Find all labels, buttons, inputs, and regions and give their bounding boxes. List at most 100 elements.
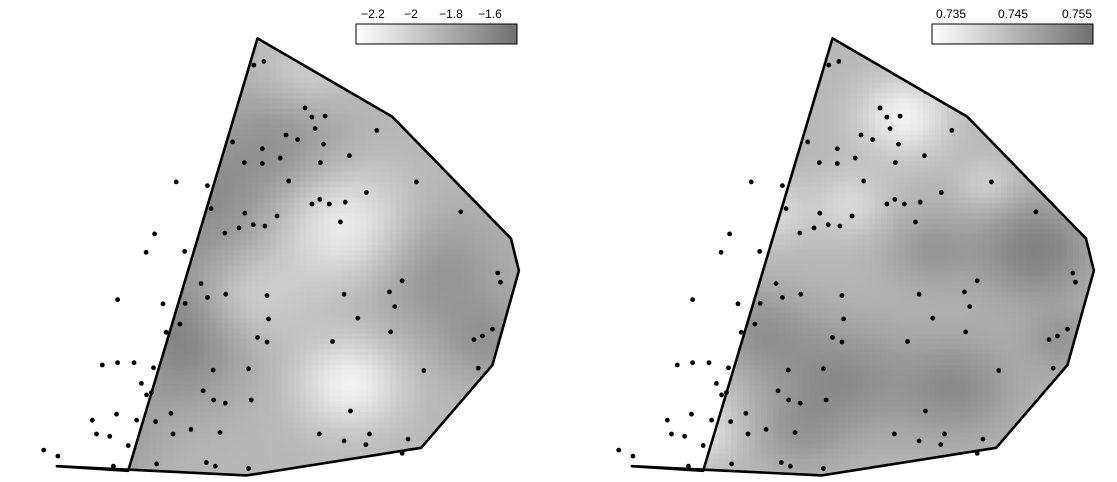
raster-cell [60,359,67,366]
raster-cell [66,67,73,73]
raster-cell [48,470,55,476]
raster-cell [342,302,349,309]
raster-cell [156,82,163,89]
raster-cell [330,67,337,73]
raster-cell [294,370,301,377]
raster-cell [210,385,217,392]
raster-cell [240,140,247,147]
raster-cell [228,328,235,335]
raster-cell [252,67,259,73]
raster-cell [120,77,127,84]
raster-cell [108,453,115,460]
raster-cell [156,145,163,152]
raster-cell [276,312,283,319]
raster-cell [132,140,139,147]
raster-cell [90,46,97,52]
raster-cell [132,135,139,141]
raster-cell [174,244,181,251]
raster-cell [126,77,133,84]
raster-cell [42,381,49,387]
raster-cell [246,276,253,282]
raster-cell [342,244,349,251]
raster-cell [24,20,31,26]
raster-cell [330,255,337,262]
raster-cell [270,98,277,105]
raster-cell [42,41,49,47]
raster-cell [84,281,91,288]
raster-cell [48,417,55,423]
raster-cell [252,30,259,36]
raster-cell [288,370,295,377]
raster-cell [234,312,241,319]
raster-cell [42,313,49,319]
raster-cell [84,443,91,450]
raster-cell [348,208,355,215]
raster-cell [330,192,337,199]
raster-cell [168,229,175,235]
raster-cell [150,98,157,105]
raster-cell [270,129,277,136]
raster-cell [12,46,19,52]
raster-cell [114,40,121,47]
raster-cell [330,464,337,471]
raster-cell [180,391,187,397]
raster-cell [270,276,277,282]
raster-cell [198,453,205,460]
raster-cell [276,412,283,418]
raster-cell [24,365,31,371]
raster-cell [198,448,205,455]
raster-cell [174,20,181,26]
raster-cell [300,276,307,282]
raster-cell [90,281,97,288]
raster-cell [342,239,349,246]
raster-cell [60,448,67,455]
raster-cell [270,182,277,188]
raster-cell [168,438,175,445]
raster-cell [30,260,37,266]
raster-cell [252,239,259,246]
raster-cell [318,98,325,105]
raster-cell [114,150,121,157]
raster-cell [330,297,337,303]
raster-cell [102,93,109,100]
raster-cell [252,328,259,335]
raster-cell [240,166,247,173]
raster-cell [234,260,241,267]
raster-cell [216,46,223,52]
raster-cell [168,51,175,58]
raster-cell [66,114,73,120]
raster-cell [294,417,301,424]
raster-cell [312,244,319,251]
raster-cell [318,124,325,131]
raster-cell [324,317,331,324]
raster-cell [126,250,133,256]
raster-cell [30,386,37,392]
raster-cell [312,432,319,439]
raster-cell [168,474,175,476]
raster-cell [96,56,103,63]
raster-cell [282,25,289,31]
raster-cell [174,98,181,105]
raster-cell [36,41,43,47]
raster-cell [276,375,283,382]
raster-cell [204,427,211,434]
raster-cell [56,349,61,356]
raster-cell [240,218,247,225]
raster-cell [240,234,247,241]
raster-cell [258,474,265,476]
raster-cell [120,323,127,330]
raster-cell [336,20,343,26]
raster-cell [150,166,157,173]
raster-cell [246,145,253,152]
raster-cell [312,82,319,89]
raster-cell [138,103,145,110]
raster-cell [216,312,223,319]
raster-cell [42,135,49,141]
raster-cell [60,317,67,324]
raster-cell [228,338,235,345]
raster-cell [336,87,343,94]
raster-cell [78,448,85,455]
raster-cell [204,145,211,152]
raster-cell [126,417,133,424]
raster-cell [336,46,343,52]
